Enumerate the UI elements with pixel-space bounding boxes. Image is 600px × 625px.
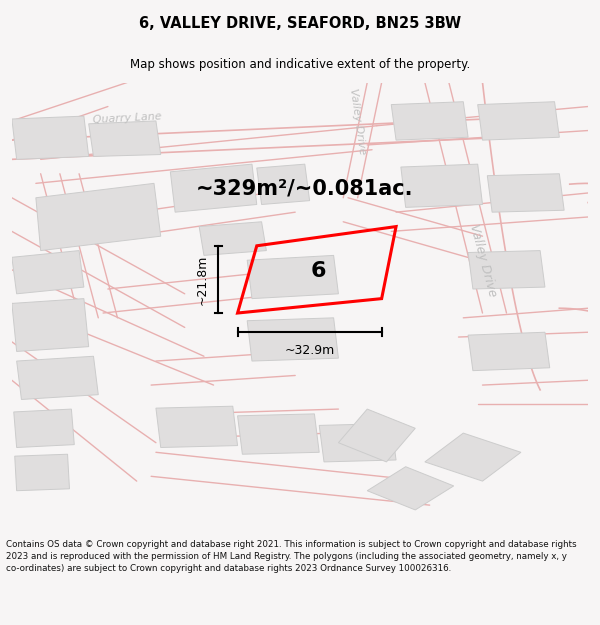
Polygon shape <box>14 409 74 447</box>
Polygon shape <box>89 121 161 156</box>
Polygon shape <box>319 424 396 462</box>
Text: ~21.8m: ~21.8m <box>196 254 209 304</box>
Text: Map shows position and indicative extent of the property.: Map shows position and indicative extent… <box>130 58 470 71</box>
Polygon shape <box>12 251 84 294</box>
Polygon shape <box>487 174 564 212</box>
Polygon shape <box>17 356 98 399</box>
Polygon shape <box>15 454 70 491</box>
Polygon shape <box>425 433 521 481</box>
Polygon shape <box>36 183 161 251</box>
Polygon shape <box>468 332 550 371</box>
Polygon shape <box>12 299 89 351</box>
Polygon shape <box>199 222 266 256</box>
Text: Valley Drive: Valley Drive <box>467 222 499 298</box>
Text: 6, VALLEY DRIVE, SEAFORD, BN25 3BW: 6, VALLEY DRIVE, SEAFORD, BN25 3BW <box>139 16 461 31</box>
Polygon shape <box>170 164 257 212</box>
Polygon shape <box>247 318 338 361</box>
Polygon shape <box>478 102 559 140</box>
Text: ~32.9m: ~32.9m <box>284 344 335 357</box>
Text: Quarry Lane: Quarry Lane <box>92 111 162 125</box>
Polygon shape <box>468 251 545 289</box>
Polygon shape <box>257 164 310 204</box>
Text: 6: 6 <box>310 261 326 281</box>
Polygon shape <box>247 256 338 299</box>
Text: Valley Drive: Valley Drive <box>348 87 367 155</box>
Polygon shape <box>338 409 415 462</box>
Text: ~329m²/~0.081ac.: ~329m²/~0.081ac. <box>196 178 413 198</box>
Polygon shape <box>12 116 89 159</box>
Polygon shape <box>156 406 238 447</box>
Polygon shape <box>391 102 468 140</box>
Text: Contains OS data © Crown copyright and database right 2021. This information is : Contains OS data © Crown copyright and d… <box>6 541 577 573</box>
Polygon shape <box>367 467 454 510</box>
Polygon shape <box>401 164 482 208</box>
Polygon shape <box>238 414 319 454</box>
